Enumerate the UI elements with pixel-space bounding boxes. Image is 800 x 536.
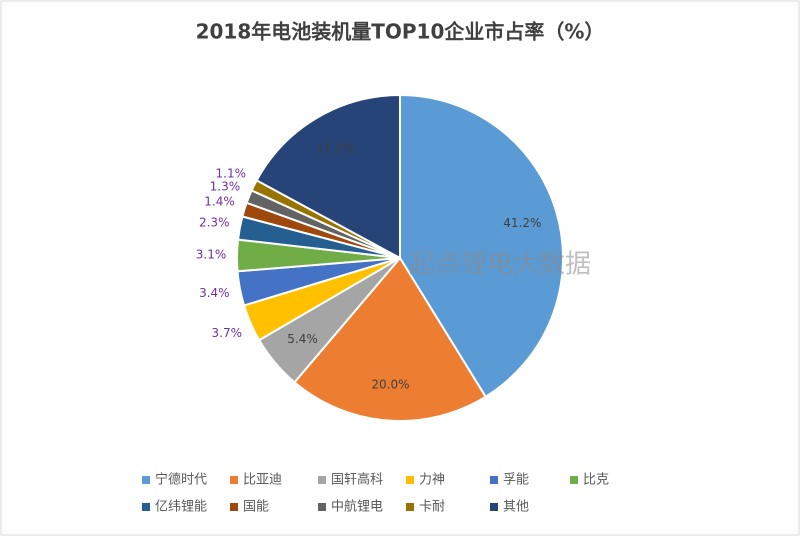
- legend-swatch: [406, 476, 414, 484]
- pie-slice: [399, 93, 564, 399]
- legend-swatch: [142, 503, 150, 511]
- legend-swatch: [318, 476, 326, 484]
- legend-label: 其他: [503, 500, 529, 515]
- data-label: 1.1%: [216, 166, 247, 180]
- data-label: 3.1%: [196, 248, 227, 262]
- pie-slice: [255, 93, 401, 260]
- data-label: 5.4%: [287, 332, 318, 346]
- legend-label: 力神: [419, 473, 445, 488]
- legend-label: 卡耐: [419, 500, 445, 515]
- data-label: 1.3%: [210, 179, 241, 193]
- data-label: 3.4%: [199, 286, 230, 300]
- legend-swatch: [142, 476, 150, 484]
- chart-title: 2018年电池装机量TOP10企业市占率（%）: [196, 20, 605, 44]
- data-label: 17.1%: [316, 141, 354, 155]
- data-label: 2.3%: [199, 216, 230, 230]
- legend-swatch: [490, 476, 498, 484]
- legend-swatch: [230, 476, 238, 484]
- legend-label: 中航锂电: [331, 499, 383, 515]
- data-label: 1.4%: [204, 194, 235, 208]
- data-label: 3.7%: [212, 326, 243, 340]
- legend-swatch: [230, 503, 238, 511]
- legend-swatch: [318, 503, 326, 511]
- watermark: 起点锂电大数据: [409, 250, 591, 280]
- legend-swatch: [490, 503, 498, 511]
- legend-swatch: [570, 476, 578, 484]
- legend-label: 孚能: [503, 473, 529, 488]
- data-label: 41.2%: [503, 216, 541, 230]
- pie-slice: [293, 256, 487, 422]
- data-label: 20.0%: [371, 377, 409, 391]
- legend-label: 国能: [243, 500, 269, 515]
- legend-label: 宁德时代: [155, 472, 207, 488]
- legend-label: 亿纬锂能: [155, 500, 207, 515]
- legend-label: 国轩高科: [331, 472, 383, 488]
- legend-label: 比亚迪: [243, 473, 282, 488]
- legend-swatch: [406, 503, 414, 511]
- legend-label: 比克: [583, 473, 609, 488]
